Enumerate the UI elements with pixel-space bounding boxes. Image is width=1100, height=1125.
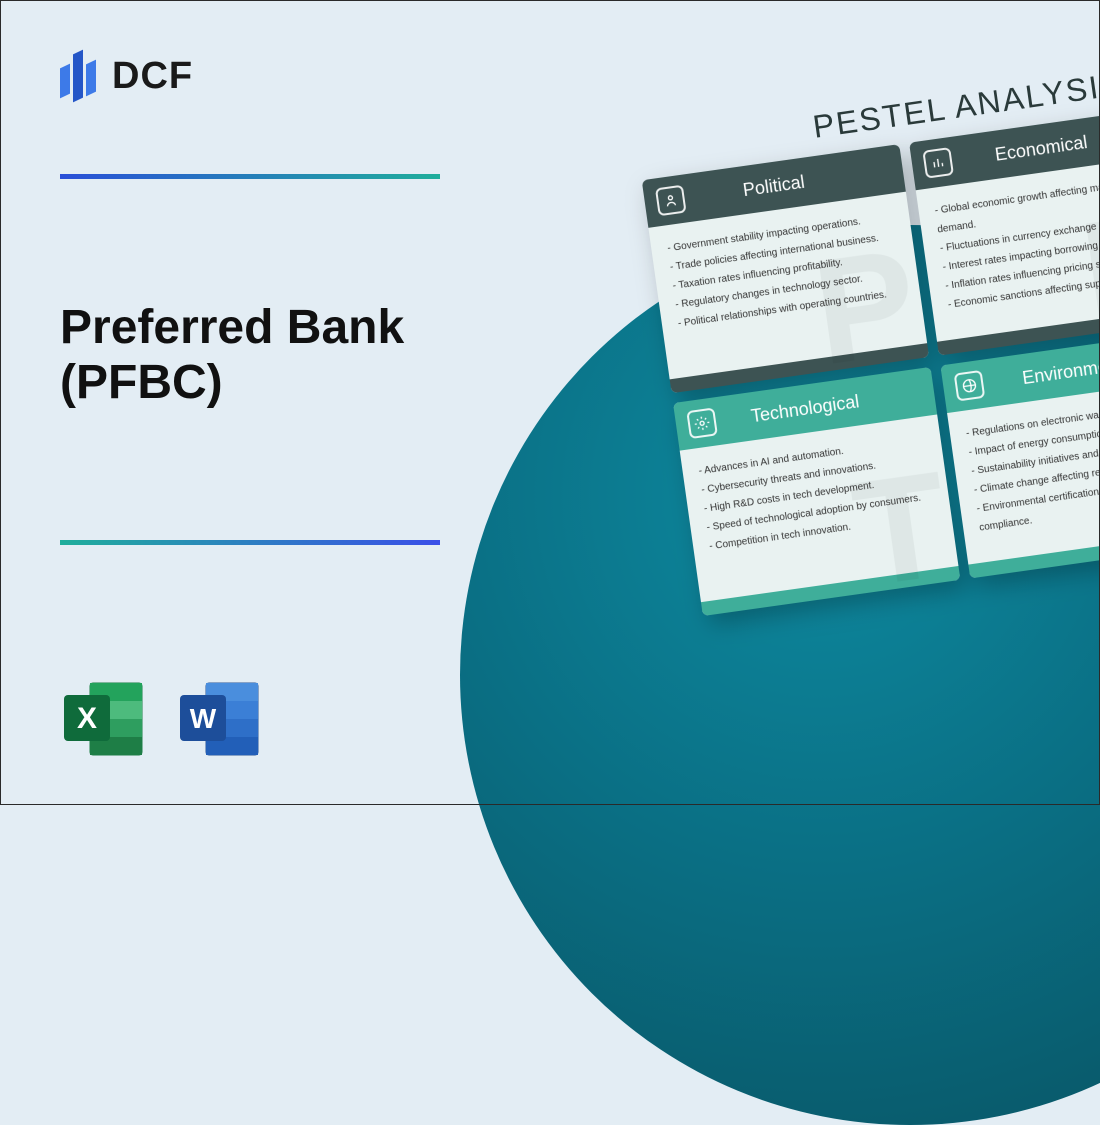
brand-logo: DCF xyxy=(60,48,193,104)
divider-bottom xyxy=(60,540,440,545)
card-economical: Economical E Global economic growth affe… xyxy=(909,107,1100,356)
card-political: Political P Government stability impacti… xyxy=(642,144,929,393)
svg-text:X: X xyxy=(77,702,97,735)
card-title: Economical xyxy=(994,132,1089,166)
card-title: Environment xyxy=(1021,354,1100,389)
title-line-2: (PFBC) xyxy=(60,356,223,409)
excel-icon: X xyxy=(60,675,148,763)
pestel-grid: Political P Government stability impacti… xyxy=(642,107,1100,616)
environment-icon xyxy=(954,370,986,402)
card-environment: Environment E Regulations on electronic … xyxy=(940,329,1100,578)
card-title: Political xyxy=(742,171,806,200)
logo-mark-icon xyxy=(60,48,100,104)
svg-text:W: W xyxy=(190,703,217,734)
word-icon: W xyxy=(176,675,264,763)
card-technological: Technological T Advances in AI and autom… xyxy=(673,367,960,616)
divider-top xyxy=(60,174,440,179)
title-line-1: Preferred Bank xyxy=(60,301,404,354)
economical-icon xyxy=(922,147,954,179)
pestel-panel: PESTEL ANALYSIS Political P Government s… xyxy=(635,60,1100,616)
file-type-icons: X W xyxy=(60,675,264,763)
technological-icon xyxy=(686,407,718,439)
card-title: Technological xyxy=(750,391,861,427)
page-title: Preferred Bank (PFBC) xyxy=(60,300,404,410)
logo-text: DCF xyxy=(112,55,193,98)
political-icon xyxy=(655,185,687,217)
